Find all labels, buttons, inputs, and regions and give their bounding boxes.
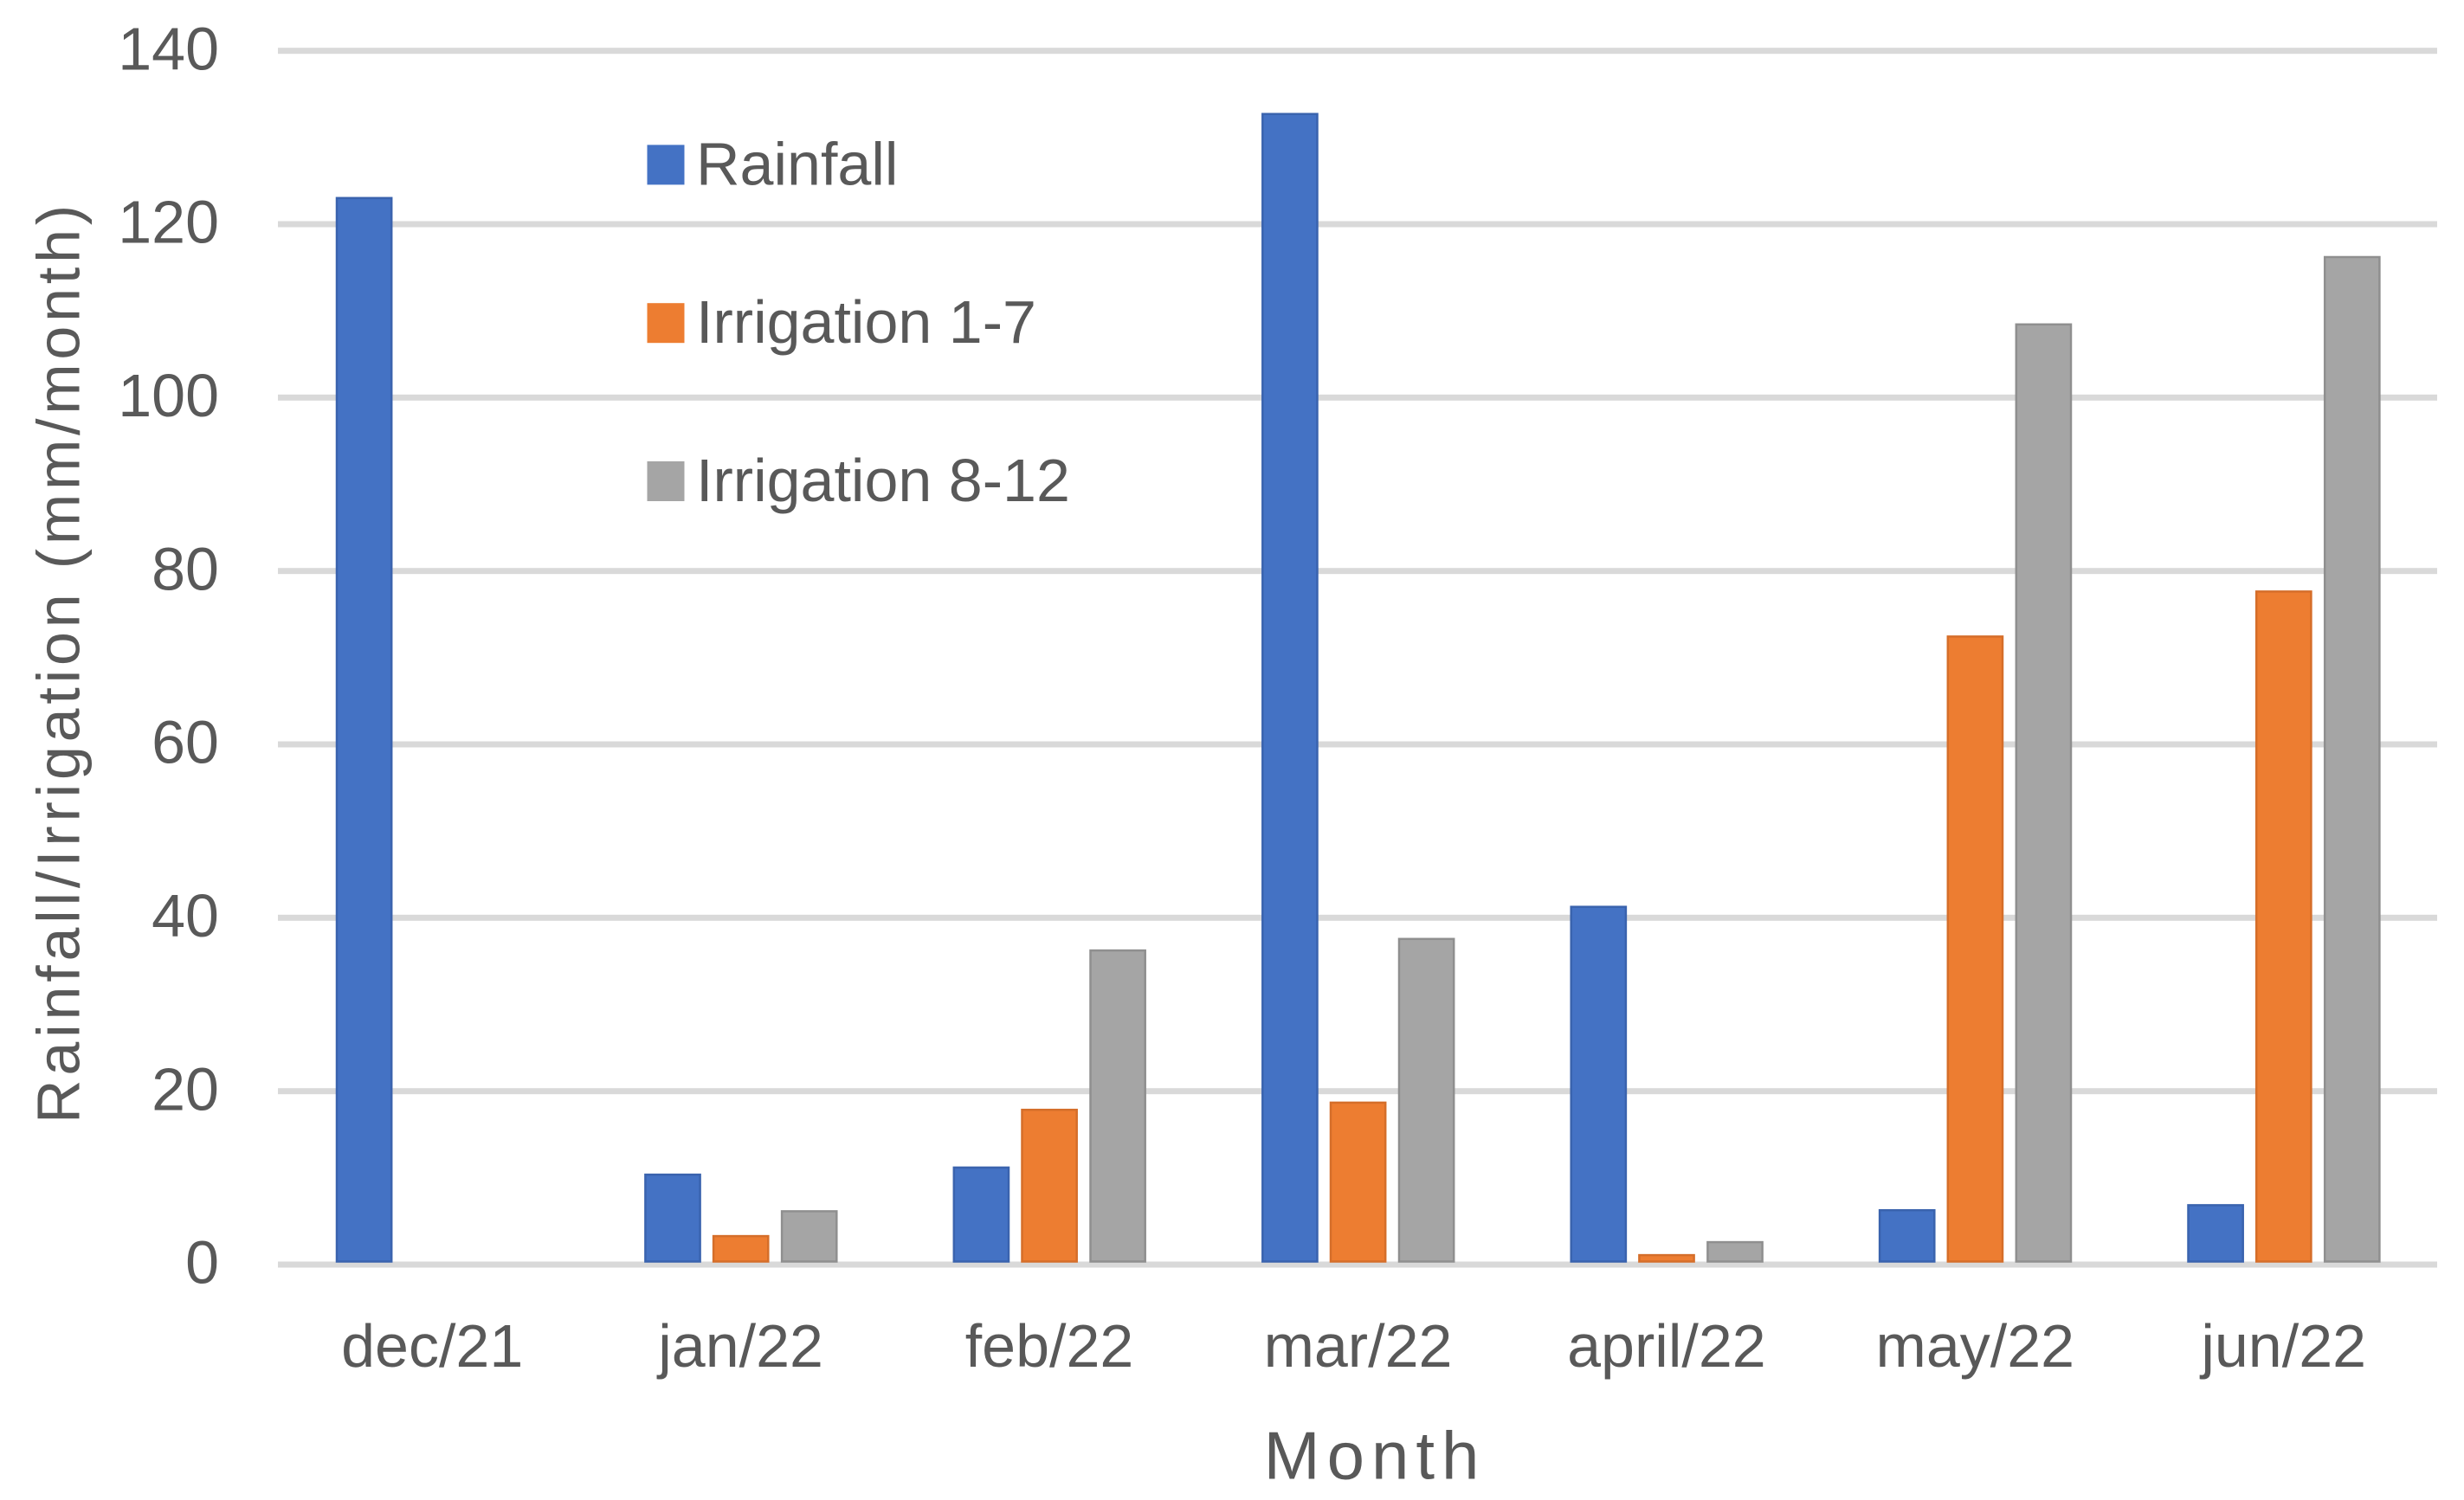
svg-text:Irrigation 8-12: Irrigation 8-12 <box>696 447 1070 514</box>
svg-text:100: 100 <box>118 362 219 429</box>
svg-text:60: 60 <box>152 709 219 776</box>
svg-text:mar/22: mar/22 <box>1264 1312 1453 1380</box>
svg-text:Month: Month <box>1264 1418 1487 1494</box>
svg-text:jan/22: jan/22 <box>656 1312 823 1380</box>
svg-text:20: 20 <box>152 1055 219 1123</box>
svg-text:120: 120 <box>118 189 219 256</box>
svg-text:Irrigation 1-7: Irrigation 1-7 <box>696 288 1036 356</box>
svg-text:40: 40 <box>152 882 219 950</box>
svg-text:0: 0 <box>185 1229 219 1297</box>
svg-text:Rainfall/Irrigation (mm/month): Rainfall/Irrigation (mm/month) <box>25 201 93 1123</box>
svg-text:80: 80 <box>152 535 219 602</box>
svg-text:140: 140 <box>118 15 219 82</box>
svg-text:april/22: april/22 <box>1567 1312 1766 1380</box>
svg-text:may/22: may/22 <box>1876 1312 2075 1380</box>
svg-text:Rainfall: Rainfall <box>696 130 898 197</box>
svg-text:feb/22: feb/22 <box>965 1312 1134 1380</box>
svg-text:jun/22: jun/22 <box>2199 1312 2366 1380</box>
svg-text:dec/21: dec/21 <box>341 1312 523 1380</box>
